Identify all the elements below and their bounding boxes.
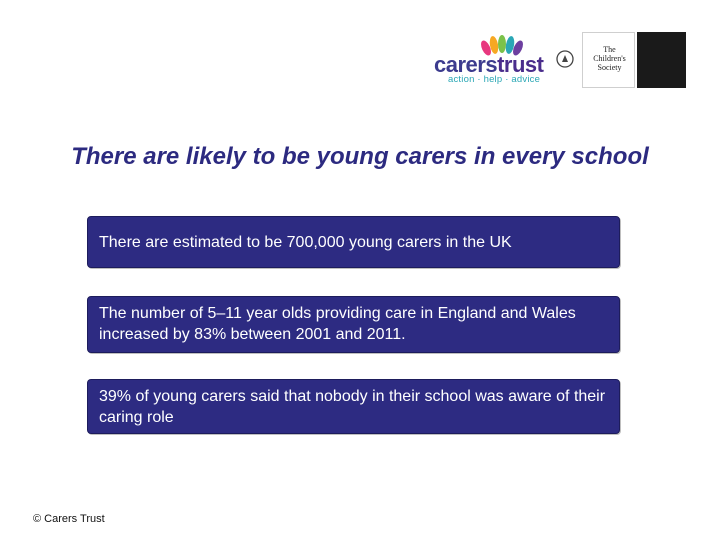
copyright-footer: © Carers Trust xyxy=(33,513,105,525)
childrens-society-text: The Children's Society xyxy=(593,45,626,72)
carers-trust-logo: carerstrust action · help · advice xyxy=(432,34,550,88)
childrens-society-logo: The Children's Society xyxy=(582,32,635,88)
fact-box-estimate: There are estimated to be 700,000 young … xyxy=(87,216,620,268)
carers-trust-wordmark: carerstrust xyxy=(434,52,544,78)
crest-icon xyxy=(556,50,574,68)
slide-title: There are likely to be young carers in e… xyxy=(71,143,649,170)
carers-trust-tagline: action · help · advice xyxy=(448,74,541,85)
fact-box-awareness: 39% of young carers said that nobody in … xyxy=(87,379,620,434)
petal-flower-icon xyxy=(481,35,523,56)
header-logos: carerstrust action · help · advice The C… xyxy=(432,32,687,88)
wordmark-carers: carers xyxy=(434,52,498,77)
logo-dark-panel xyxy=(637,32,686,88)
fact-box-increase: The number of 5–11 year olds providing c… xyxy=(87,296,620,353)
wordmark-trust: trust xyxy=(497,52,544,77)
